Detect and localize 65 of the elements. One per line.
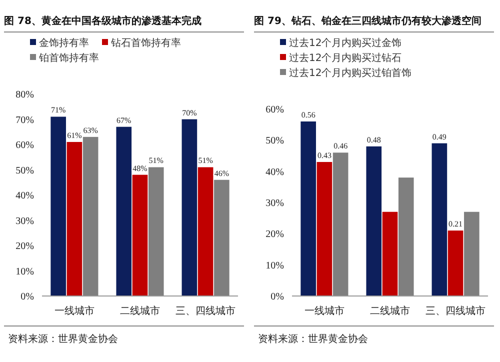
y-tick-label: 20% <box>266 229 284 240</box>
bar <box>300 121 316 296</box>
y-tick-label: 60% <box>16 140 34 151</box>
x-tick-label: 二线城市 <box>370 305 410 317</box>
legend-label: 铂首饰持有率 <box>38 52 99 64</box>
y-tick-label: 0% <box>270 292 284 302</box>
y-tick-label: 60% <box>266 104 284 116</box>
bar <box>382 212 398 296</box>
y-tick-label: 30% <box>16 216 34 227</box>
chart-title: 图 78、黄金在中国各级城市的渗透基本完成 <box>4 15 202 27</box>
bar <box>50 116 66 296</box>
y-tick-label: 10% <box>266 260 284 272</box>
text: 资料来源：世界黄金协会 <box>258 333 368 345</box>
data-label: 70% <box>182 108 198 118</box>
data-label: 67% <box>116 116 132 125</box>
x-tick-label: 一线城市 <box>304 305 344 317</box>
data-label: 63% <box>83 126 98 135</box>
data-label: 0.49 <box>432 132 446 142</box>
data-label: 0.56 <box>301 110 316 120</box>
bar <box>132 174 148 296</box>
data-label: 51% <box>198 156 214 166</box>
y-tick-label: 10% <box>16 266 34 278</box>
data-label: 61% <box>67 130 82 140</box>
data-label: 0.46 <box>334 142 348 151</box>
x-tick-label: 三、四线城市 <box>426 305 486 317</box>
bar <box>214 180 230 296</box>
data-label: 0.43 <box>317 150 332 160</box>
y-tick-label: 40% <box>16 190 34 202</box>
data-label: 48% <box>132 164 148 173</box>
x-tick-label: 一线城市 <box>54 305 94 317</box>
y-tick-label: 30% <box>266 198 284 209</box>
y-tick-label: 50% <box>16 165 34 176</box>
legend-label: 钻石首饰持有率 <box>110 37 181 49</box>
legend-label: 过去12个月内购买过金饰 <box>289 37 402 49</box>
data-label: 71% <box>50 106 66 115</box>
bar <box>66 142 82 296</box>
bar <box>316 162 332 296</box>
bar <box>366 146 382 296</box>
data-label: 0.48 <box>366 135 381 144</box>
legend-label: 金饰持有率 <box>39 37 89 49</box>
bar <box>116 126 132 296</box>
bar <box>398 178 414 296</box>
chart-title: 图 79、钻石、铂金在三四线城市仍有较大渗透空间 <box>254 15 482 27</box>
bar <box>182 119 198 296</box>
legend-label: 过去12个月内购买过钻石 <box>289 52 402 64</box>
y-tick-label: 0% <box>20 292 34 302</box>
y-tick-label: 70% <box>16 114 34 126</box>
bar <box>148 167 164 296</box>
text: 资料来源：世界黄金协会 <box>8 333 118 345</box>
bar <box>198 167 214 296</box>
data-label: 46% <box>214 168 230 178</box>
x-tick-label: 二线城市 <box>120 305 160 317</box>
data-label: 51% <box>148 156 164 166</box>
y-tick-label: 50% <box>266 136 284 147</box>
bar <box>464 212 480 296</box>
data-label: 0.21 <box>448 220 463 229</box>
y-tick-label: 80% <box>16 90 34 100</box>
legend-label: 过去12个月内购买过铂首饰 <box>289 67 412 79</box>
bar <box>332 152 348 296</box>
y-tick-label: 20% <box>16 241 34 252</box>
bar <box>82 136 98 296</box>
y-tick-label: 40% <box>266 166 284 178</box>
bar <box>432 143 448 296</box>
x-tick-label: 三、四线城市 <box>176 305 236 317</box>
bar <box>448 230 464 296</box>
